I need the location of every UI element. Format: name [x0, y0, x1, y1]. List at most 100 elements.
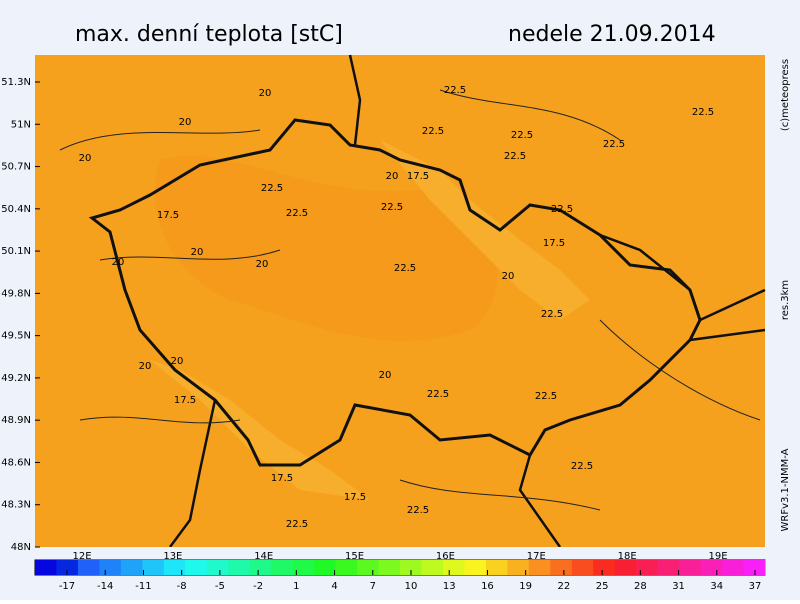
lat-label: 48.6N [1, 457, 31, 468]
colorbar-segment [442, 560, 465, 575]
colorbar-label: 19 [519, 581, 532, 592]
colorbar-segment [700, 560, 723, 575]
contour-label: 22.5 [535, 391, 557, 402]
colorbar-segment [378, 560, 401, 575]
colorbar-label: 34 [710, 581, 723, 592]
contour-label: 22.5 [504, 151, 526, 162]
colorbar-segment [163, 560, 186, 575]
colorbar-segment [464, 560, 487, 575]
lon-label: 13E [163, 551, 182, 562]
lon-label: 19E [708, 551, 727, 562]
colorbar-segment [35, 560, 57, 575]
colorbar-label: -2 [253, 581, 263, 592]
side-text: res.3km [780, 280, 791, 320]
colorbar-segment [357, 560, 380, 575]
colorbar-segment [142, 560, 165, 575]
lat-label: 49.8N [1, 288, 31, 299]
contour-label: 20 [256, 259, 269, 270]
contour-label: 22.5 [381, 202, 403, 213]
contour-label: 22.5 [286, 208, 308, 219]
contour-label: 20 [502, 271, 515, 282]
lat-label: 48.9N [1, 415, 31, 426]
date: nedele 21.09.2014 [508, 22, 716, 47]
contour-label: 22.5 [422, 126, 444, 137]
contour-label: 20 [386, 171, 399, 182]
lat-label: 49.2N [1, 373, 31, 384]
contour-label: 22.5 [261, 183, 283, 194]
lon-label: 12E [72, 551, 91, 562]
contour-label: 20 [79, 153, 92, 164]
contour-line [59, 89, 761, 511]
contour-label: 20 [191, 247, 204, 258]
colorbar-segment [528, 560, 551, 575]
colorbar-label: 25 [596, 581, 609, 592]
side-text: WRFv3.1-NMM-A [780, 448, 791, 531]
contour-label: 22.5 [286, 519, 308, 530]
colorbar-segment [743, 560, 766, 575]
contour-label: 17.5 [271, 473, 293, 484]
colorbar-label: 10 [405, 581, 418, 592]
contour-label: 20 [179, 117, 192, 128]
colorbar-segment [271, 560, 294, 575]
colorbar-segment [314, 560, 337, 575]
lon-label: 14E [254, 551, 273, 562]
colorbar-segment [292, 560, 315, 575]
contour-label: 22.5 [511, 130, 533, 141]
colorbar-segment [593, 560, 616, 575]
cool-area [150, 140, 590, 500]
lon-label: 18E [618, 551, 637, 562]
colorbar-label: 16 [481, 581, 494, 592]
colorbar-segment [550, 560, 573, 575]
contour-label: 22.5 [571, 461, 593, 472]
colorbar-label: -5 [215, 581, 225, 592]
colorbar-label: -8 [177, 581, 187, 592]
side-text: (c)meteopress [780, 59, 791, 131]
colorbar-segment [614, 560, 637, 575]
colorbar-label: 28 [634, 581, 647, 592]
colorbar-segment [679, 560, 702, 575]
colorbar-segment [722, 560, 745, 575]
colorbar-segment [56, 560, 79, 575]
colorbar-label: 4 [331, 581, 337, 592]
contour-label: 20 [259, 88, 272, 99]
colorbar-label: -14 [97, 581, 113, 592]
lat-label: 51N [11, 119, 31, 130]
colorbar-segment [228, 560, 251, 575]
lon-label: 15E [345, 551, 364, 562]
colorbar-label: 7 [370, 581, 376, 592]
contour-label: 22.5 [427, 389, 449, 400]
lat-label: 48.3N [1, 500, 31, 511]
colorbar-segment [99, 560, 122, 575]
colorbar-segment [400, 560, 422, 575]
contour-label: 17.5 [543, 238, 565, 249]
contour-label: 20 [379, 370, 392, 381]
contour-label: 17.5 [157, 210, 179, 221]
contour-label: 17.5 [407, 171, 429, 182]
lat-label: 51.3N [1, 77, 31, 88]
colorbar-segment [249, 560, 272, 575]
title: max. denní teplota [stC] [75, 22, 343, 47]
lat-label: 50.4N [1, 204, 31, 215]
lat-label: 48N [11, 542, 31, 553]
lat-label: 49.5N [1, 331, 31, 342]
colorbar-label: 1 [293, 581, 299, 592]
contour-label: 20 [112, 257, 125, 268]
contour-label: 20 [171, 356, 184, 367]
colorbar-segment [421, 560, 444, 575]
colorbar-label: 31 [672, 581, 685, 592]
contour-label: 22.5 [407, 505, 429, 516]
lat-label: 50.7N [1, 162, 31, 173]
contour-label: 17.5 [174, 395, 196, 406]
contour-label: 22.5 [444, 85, 466, 96]
dynamic: -17 -14 -11 -8 -5 -2 1 4 7 10 13 16 19 22 25 28 31 34 37 51… [1, 59, 791, 592]
neighbor-border [168, 54, 766, 548]
colorbar-segment [185, 560, 208, 575]
contour-label: 22.5 [692, 107, 714, 118]
contour-label: 22.5 [551, 204, 573, 215]
colorbar-label: 13 [443, 581, 456, 592]
contour-label: 22.5 [541, 309, 563, 320]
colorbar-label: 22 [558, 581, 571, 592]
colorbar-segment [636, 560, 659, 575]
colorbar-segment [120, 560, 143, 575]
